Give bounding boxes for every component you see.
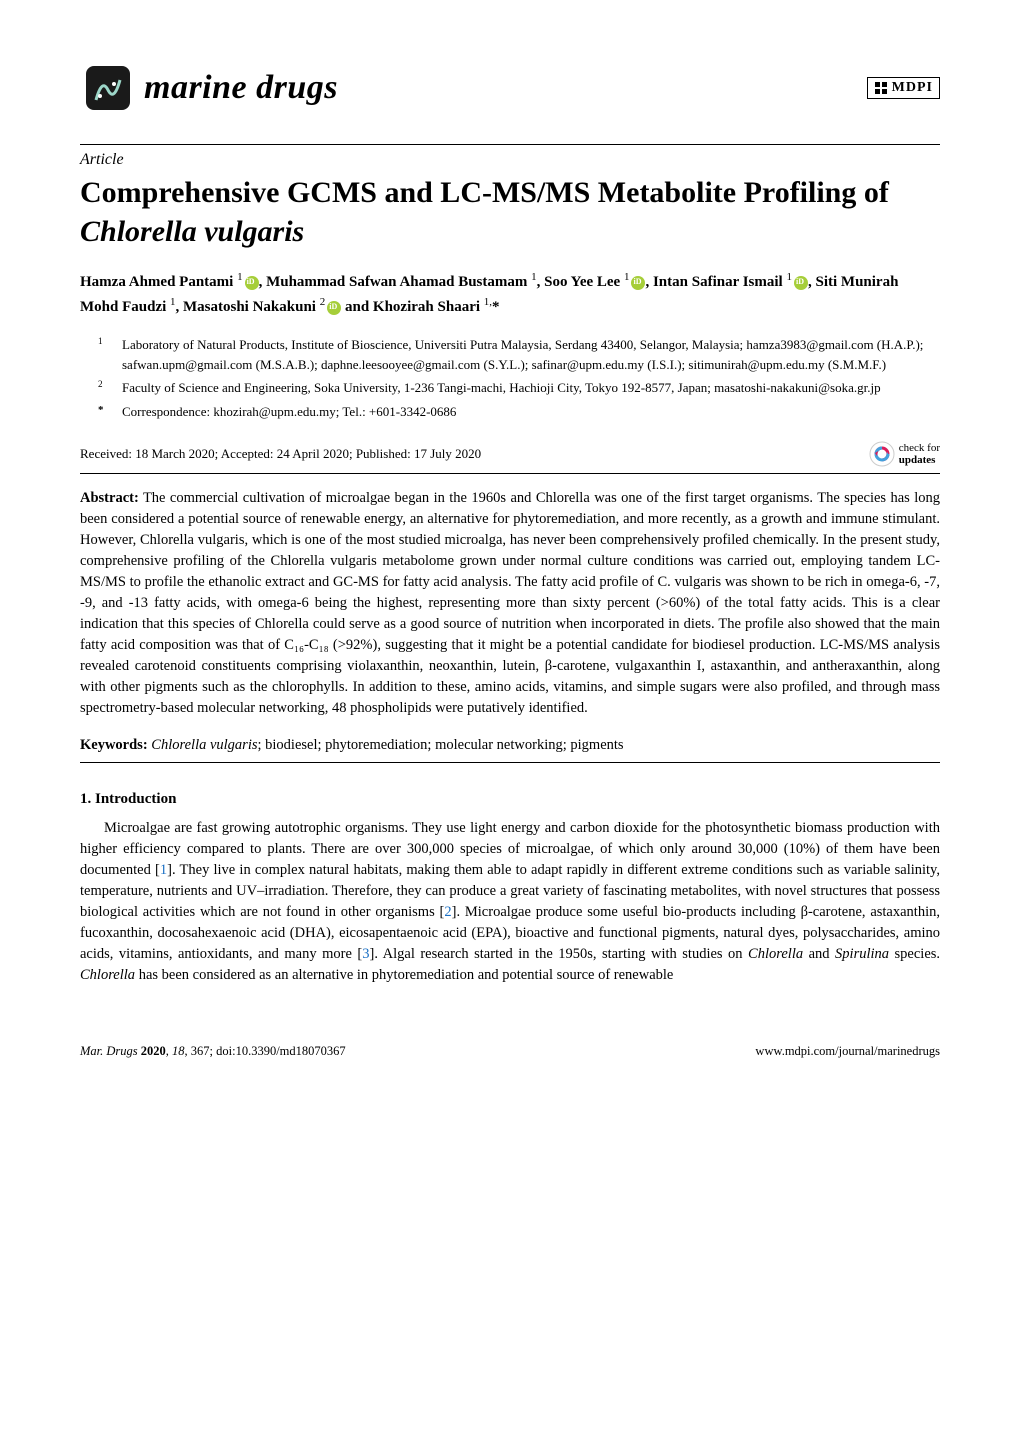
divider [80,473,940,474]
affiliation-text: Faculty of Science and Engineering, Soka… [122,378,881,398]
orcid-icon[interactable] [327,301,341,315]
check-updates-icon [869,441,895,467]
abstract-label: Abstract: [80,490,139,506]
abstract: Abstract: The commercial cultivation of … [80,488,940,719]
title-text: Comprehensive GCMS and LC-MS/MS Metaboli… [80,176,889,248]
divider [80,144,940,145]
author-list: Hamza Ahmed Pantami 1, Muhammad Safwan A… [80,269,940,319]
affiliation-text: Correspondence: khozirah@upm.edu.my; Tel… [122,402,456,422]
affiliation-marker: * [98,402,112,422]
publisher-logo-text: MDPI [892,80,933,96]
footer-citation: Mar. Drugs 2020, 18, 367; doi:10.3390/md… [80,1044,346,1059]
header: marine drugs MDPI [80,60,940,116]
affiliation-marker: 1 [98,335,112,374]
article-type: Article [80,151,940,169]
footer-url[interactable]: www.mdpi.com/journal/marinedrugs [755,1044,940,1059]
abstract-text: The commercial cultivation of microalgae… [80,490,940,716]
keywords: Keywords: Chlorella vulgaris; biodiesel;… [80,737,940,754]
affiliation-row: * Correspondence: khozirah@upm.edu.my; Te… [98,402,940,424]
citation-link[interactable]: 3 [362,946,369,962]
check-updates-label: check forupdates [899,442,940,466]
section-heading: 1. Introduction [80,791,940,808]
journal-url-link[interactable]: www.mdpi.com/journal/marinedrugs [755,1044,940,1058]
affiliation-row: 1 Laboratory of Natural Products, Institu… [98,335,940,376]
journal-logo: marine drugs [80,60,338,116]
dates-row: Received: 18 March 2020; Accepted: 24 Ap… [80,441,940,467]
affiliation-row: 2 Faculty of Science and Engineering, Sok… [98,378,940,400]
affiliations: 1 Laboratory of Natural Products, Institu… [80,335,940,423]
body-paragraph: Microalgae are fast growing autotrophic … [80,818,940,986]
divider [80,762,940,763]
article-title: Comprehensive GCMS and LC-MS/MS Metaboli… [80,173,940,251]
footer: Mar. Drugs 2020, 18, 367; doi:10.3390/md… [80,1036,940,1059]
orcid-icon[interactable] [631,276,645,290]
publication-dates: Received: 18 March 2020; Accepted: 24 Ap… [80,446,481,462]
check-for-updates-badge[interactable]: check forupdates [869,441,940,467]
publisher-logo: MDPI [867,77,940,99]
affiliation-marker: 2 [98,378,112,398]
journal-title: marine drugs [144,69,338,107]
orcid-icon[interactable] [245,276,259,290]
orcid-icon[interactable] [794,276,808,290]
keywords-label: Keywords: [80,737,148,753]
journal-logo-icon [80,60,136,116]
mdpi-icon [874,81,888,95]
affiliation-text: Laboratory of Natural Products, Institut… [122,335,940,374]
keywords-text: Chlorella vulgaris; biodiesel; phytoreme… [148,737,624,753]
citation-link[interactable]: 1 [160,862,167,878]
citation-link[interactable]: 2 [444,904,451,920]
